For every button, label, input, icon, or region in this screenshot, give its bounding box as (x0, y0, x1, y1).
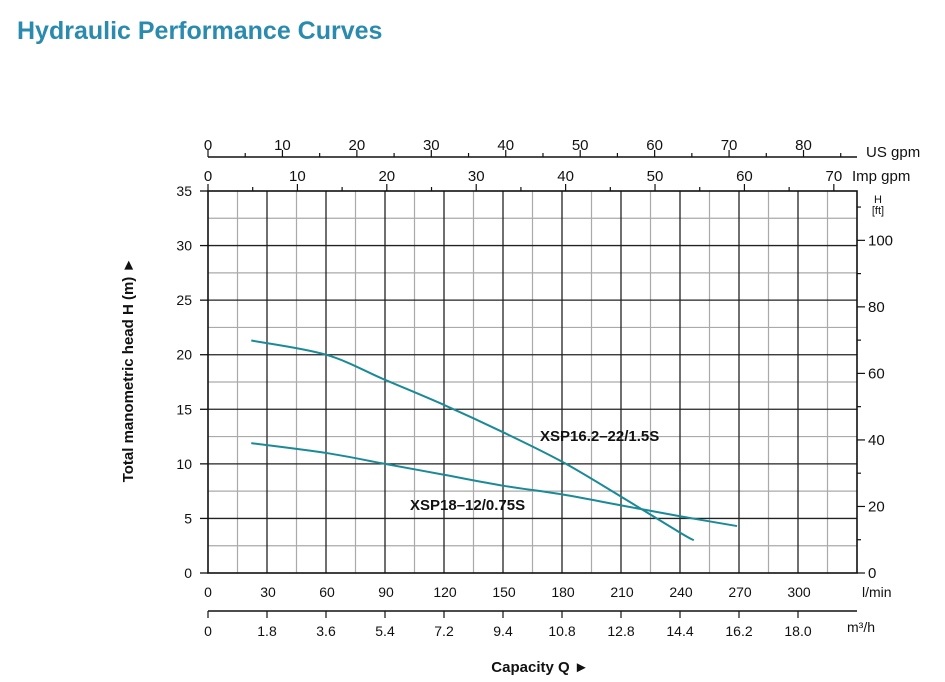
y-axis-label: Total manometric head H (m) ► (120, 258, 137, 483)
imp-gpm-tick-label: 30 (468, 168, 485, 185)
imp-gpm-tick-label: 40 (557, 168, 574, 185)
imp-gpm-tick-label: 50 (647, 168, 664, 185)
m3h-tick-label: 7.2 (434, 623, 454, 639)
imp-gpm-tick-label: 0 (204, 168, 212, 185)
y-tick-label: 5 (184, 510, 192, 526)
m3h-tick-label: 1.8 (257, 623, 277, 639)
x-tick-label: 60 (319, 584, 335, 600)
m3h-tick-label: 0 (204, 623, 212, 639)
series-curve-2 (251, 442, 738, 528)
us-gpm-tick-label: 0 (204, 137, 212, 154)
imp-gpm-tick-label: 60 (736, 168, 753, 185)
x-tick-label: 90 (378, 584, 394, 600)
x-tick-label: 210 (610, 584, 634, 600)
imp-gpm-unit-label: Imp gpm (852, 168, 910, 185)
series-curve-1 (251, 339, 695, 542)
imp-gpm-tick-label: 70 (825, 168, 842, 185)
us-gpm-tick-label: 10 (274, 137, 291, 154)
us-gpm-tick-label: 80 (795, 137, 812, 154)
ft-unit-label: [ft] (872, 205, 884, 217)
x-tick-label: 120 (433, 584, 457, 600)
m3h-tick-label: 5.4 (375, 623, 395, 639)
m3h-tick-label: 9.4 (493, 623, 513, 639)
x-tick-label: 150 (492, 584, 516, 600)
ft-tick-label: 40 (868, 432, 885, 449)
us-gpm-tick-label: 20 (349, 137, 366, 154)
m3h-tick-label: 3.6 (316, 623, 336, 639)
m3h-tick-label: 16.2 (725, 623, 752, 639)
ft-tick-label: 100 (868, 232, 893, 249)
x-tick-label: 30 (260, 584, 276, 600)
ft-tick-label: 60 (868, 365, 885, 382)
y-tick-label: 15 (176, 401, 192, 417)
ft-unit-label: H (874, 194, 882, 206)
y-tick-label: 25 (176, 292, 192, 308)
ft-tick-label: 20 (868, 498, 885, 515)
m3h-tick-label: 12.8 (607, 623, 634, 639)
y-tick-label: 0 (184, 565, 192, 581)
us-gpm-unit-label: US gpm (866, 144, 920, 161)
x-axis-label: Capacity Q ► (491, 659, 588, 676)
us-gpm-tick-label: 50 (572, 137, 589, 154)
y-tick-label: 10 (176, 456, 192, 472)
x-tick-label: 300 (787, 584, 811, 600)
us-gpm-tick-label: 40 (497, 137, 514, 154)
m3h-unit-label: m³/h (847, 619, 875, 635)
m3h-tick-label: 18.0 (784, 623, 811, 639)
chart-title: Hydraulic Performance Curves (17, 17, 383, 45)
us-gpm-tick-label: 60 (646, 137, 663, 154)
us-gpm-tick-label: 70 (721, 137, 738, 154)
x-tick-label: 0 (204, 584, 212, 600)
y-tick-label: 35 (176, 183, 192, 199)
imp-gpm-tick-label: 10 (289, 168, 306, 185)
y-tick-label: 20 (176, 347, 192, 363)
series-label-1: XSP16.2–22/1.5S (540, 428, 659, 445)
x-tick-label: 240 (669, 584, 693, 600)
m3h-tick-label: 14.4 (666, 623, 693, 639)
imp-gpm-tick-label: 20 (378, 168, 395, 185)
x-tick-label: 180 (551, 584, 575, 600)
us-gpm-tick-label: 30 (423, 137, 440, 154)
x-tick-label: 270 (728, 584, 752, 600)
ft-tick-label: 80 (868, 299, 885, 316)
x-unit-label: l/min (862, 584, 892, 600)
m3h-tick-label: 10.8 (548, 623, 575, 639)
y-tick-label: 30 (176, 238, 192, 254)
plot-frame (207, 190, 858, 574)
ft-tick-label: 0 (868, 565, 876, 582)
series-label-2: XSP18–12/0.75S (410, 497, 525, 514)
